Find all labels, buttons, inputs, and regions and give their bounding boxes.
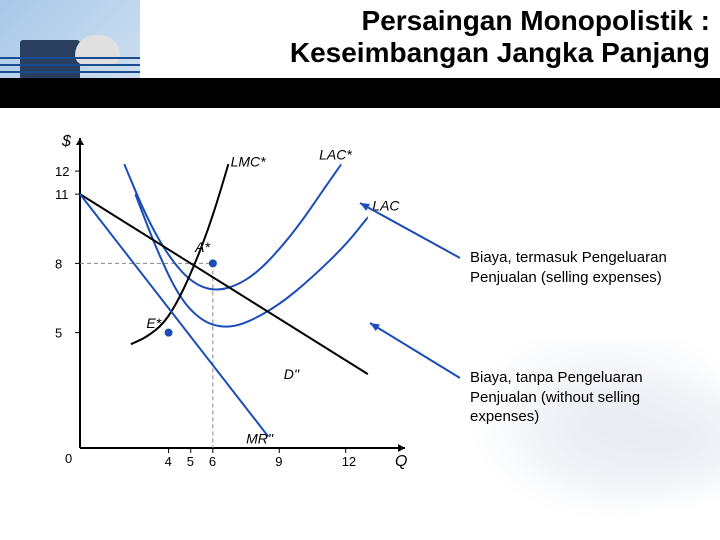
annotation-with-expenses: Biaya, termasuk Pengeluaran Penjualan (s…: [470, 248, 710, 287]
black-divider-bar: [0, 78, 720, 108]
svg-text:E*: E*: [146, 315, 161, 331]
svg-text:8: 8: [55, 256, 62, 271]
svg-text:$: $: [61, 133, 72, 150]
title-area: Persaingan Monopolistik : Keseimbangan J…: [150, 0, 720, 69]
svg-text:4: 4: [165, 454, 172, 469]
svg-text:MR'': MR'': [246, 430, 274, 446]
economics-chart: $Q0456912581112LMC*LAC*LACD''MR''A*E*: [30, 128, 410, 478]
svg-text:Q: Q: [395, 453, 407, 470]
annotation-without-expenses: Biaya, tanpa Pengeluaran Penjualan (with…: [470, 368, 710, 427]
svg-text:12: 12: [55, 164, 69, 179]
title-line-2: Keseimbangan Jangka Panjang: [150, 37, 720, 69]
svg-text:LAC*: LAC*: [319, 147, 352, 163]
svg-text:LMC*: LMC*: [231, 153, 267, 169]
svg-text:D'': D'': [284, 366, 301, 382]
header: Persaingan Monopolistik : Keseimbangan J…: [0, 0, 720, 90]
svg-text:5: 5: [187, 454, 194, 469]
svg-text:0: 0: [65, 451, 72, 466]
svg-text:LAC: LAC: [372, 197, 400, 213]
svg-text:9: 9: [275, 454, 282, 469]
content-area: $Q0456912581112LMC*LAC*LACD''MR''A*E* Bi…: [0, 108, 720, 540]
svg-text:6: 6: [209, 454, 216, 469]
svg-text:12: 12: [342, 454, 356, 469]
svg-text:5: 5: [55, 326, 62, 341]
title-line-1: Persaingan Monopolistik :: [150, 0, 720, 37]
rule-lines: [0, 57, 140, 78]
svg-text:11: 11: [55, 187, 69, 202]
svg-text:A*: A*: [194, 239, 210, 255]
